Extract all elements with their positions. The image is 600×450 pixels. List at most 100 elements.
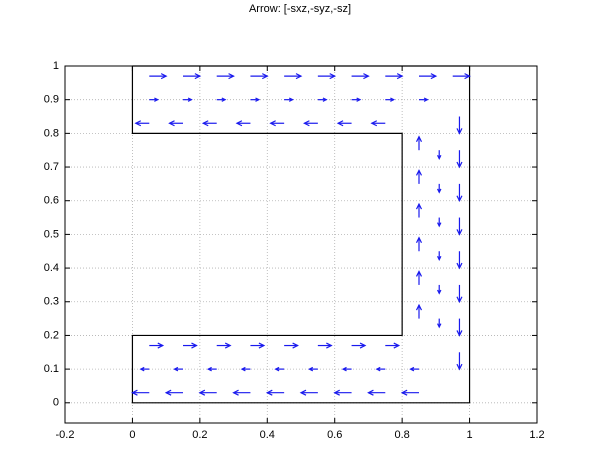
arrow — [452, 73, 471, 80]
arrow-head — [423, 97, 429, 102]
arrow — [351, 73, 370, 80]
arrow-head — [292, 342, 299, 349]
arrow — [183, 342, 198, 349]
arrow-head — [415, 169, 423, 176]
y-tick-label: 0.1 — [44, 363, 59, 375]
arrow — [250, 97, 261, 102]
arrow — [164, 389, 183, 396]
arrow-head — [194, 73, 202, 80]
arrow — [232, 389, 251, 396]
arrow — [437, 318, 442, 329]
arrow-head — [269, 120, 276, 127]
arrow — [333, 389, 352, 396]
arrow — [250, 342, 266, 349]
arrow-head — [437, 323, 442, 329]
x-tick-label: 0.4 — [260, 429, 275, 441]
arrow-head — [198, 389, 206, 396]
arrow-head — [288, 97, 294, 102]
arrow — [367, 389, 386, 396]
x-tick-label: -0.2 — [56, 429, 75, 441]
arrow — [216, 97, 227, 102]
arrow-head — [456, 229, 463, 236]
arrow-head — [456, 161, 463, 169]
x-tick-label: 0.8 — [394, 429, 409, 441]
arrow — [265, 389, 285, 396]
arrow-head — [206, 366, 212, 372]
arrow-head — [396, 73, 404, 80]
arrow-head — [168, 120, 175, 127]
arrow — [385, 73, 404, 80]
arrow-head — [375, 366, 381, 372]
arrow — [269, 120, 285, 127]
arrow-head — [415, 303, 423, 311]
arrow-head — [235, 120, 243, 127]
arrow-head — [139, 366, 145, 372]
arrow-head — [258, 342, 266, 349]
arrow — [336, 120, 352, 127]
arrow — [351, 342, 367, 349]
arrow — [240, 366, 251, 372]
arrow-head — [322, 97, 328, 102]
arrow — [206, 366, 217, 372]
arrow — [134, 120, 150, 127]
arrow — [415, 303, 423, 319]
arrow-head — [341, 366, 347, 372]
arrow — [308, 366, 318, 372]
arrow — [400, 389, 419, 396]
arrow — [198, 389, 217, 396]
y-tick-label: 0.7 — [44, 161, 59, 173]
arrow — [370, 120, 386, 127]
arrow-head — [221, 97, 227, 102]
arrow-head — [262, 73, 269, 80]
arrow-head — [228, 73, 235, 80]
arrow — [201, 120, 217, 127]
arrow — [375, 366, 386, 372]
arrow — [456, 183, 463, 203]
arrow-head — [265, 389, 273, 396]
arrow-head — [456, 128, 463, 135]
y-tick-label: 0.9 — [44, 94, 59, 106]
arrow-head — [173, 366, 179, 372]
x-tick-label: 1.2 — [529, 429, 544, 441]
arrow — [303, 120, 318, 127]
arrow — [149, 97, 160, 102]
arrow — [299, 389, 318, 396]
arrow — [183, 73, 202, 80]
arrow-head — [437, 154, 442, 160]
arrow-head — [131, 389, 138, 396]
arrow-head — [232, 389, 239, 396]
arrow-head — [329, 73, 337, 80]
arrow — [409, 366, 419, 372]
chart-title: Arrow: [-sxz,-syz,-sz] — [249, 3, 351, 15]
arrow-head — [154, 97, 160, 102]
arrow — [456, 318, 463, 337]
arrow-head — [456, 330, 463, 337]
arrow-head — [157, 342, 165, 349]
arrow — [419, 97, 429, 102]
arrow — [415, 202, 423, 218]
arrow — [456, 116, 463, 135]
arrow-head — [430, 73, 438, 80]
arrow — [437, 150, 442, 160]
domain-outline — [131, 65, 471, 404]
arrow-head — [333, 389, 340, 396]
x-tick-label: 0 — [129, 429, 135, 441]
arrow-head — [336, 120, 344, 127]
arrow-head — [393, 342, 401, 349]
arrow-head — [437, 256, 442, 261]
arrow-head — [187, 97, 193, 102]
arrow-head — [356, 97, 362, 102]
arrow — [183, 97, 193, 102]
arrow — [415, 270, 423, 285]
arrow — [235, 120, 251, 127]
arrow — [317, 73, 337, 80]
x-tick-label: 1 — [467, 429, 473, 441]
arrow-head — [456, 296, 463, 304]
arrow-head — [363, 73, 370, 80]
arrow — [131, 389, 150, 396]
arrow-head — [326, 342, 333, 349]
arrow — [284, 97, 294, 102]
arrow — [456, 284, 463, 304]
